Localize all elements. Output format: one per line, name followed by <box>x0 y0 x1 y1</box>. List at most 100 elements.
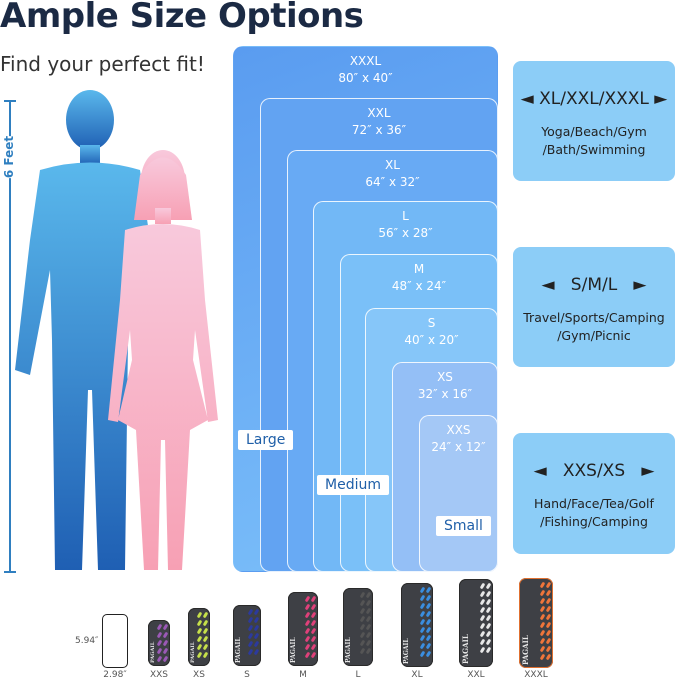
pack-size-label: L <box>355 670 361 680</box>
pack-size-label: XS <box>193 670 205 680</box>
brand-logo-text: PAGAIL <box>403 638 410 664</box>
vent-slot <box>304 643 311 651</box>
vent-slot <box>310 627 317 635</box>
vent-slot <box>425 610 432 618</box>
arrow-right-icon: ► <box>648 89 668 109</box>
vent-slot <box>545 621 552 629</box>
ruler-bottom-tick <box>4 571 16 573</box>
vent-slot <box>253 648 260 656</box>
vent-slot <box>419 634 426 642</box>
vent-slot <box>419 586 426 594</box>
size-name: XL <box>385 158 400 172</box>
phone-reference <box>102 614 128 668</box>
vent-slot <box>419 594 426 602</box>
vent-slot <box>485 630 492 638</box>
vent-slot <box>479 614 486 622</box>
vent-slot <box>485 622 492 630</box>
vent-slot <box>545 613 552 621</box>
size-dims: 40″ x 20″ <box>404 333 459 347</box>
size-dims: 80″ x 40″ <box>338 71 393 85</box>
vent-slot <box>365 623 372 631</box>
vent-slot <box>156 639 163 647</box>
subtitle: Find your perfect fit! <box>0 52 205 76</box>
vent-slot <box>545 589 552 597</box>
vent-slot <box>485 590 492 598</box>
tag-large: Large <box>238 430 294 450</box>
vent-slot <box>253 624 260 632</box>
group-box-medium: ◄ S/M/L ► Travel/Sports/Camping /Gym/Picn… <box>513 247 675 367</box>
tag-small: Small <box>436 516 491 536</box>
vent-slot <box>365 607 372 615</box>
group-label: S/M/L <box>570 275 618 295</box>
vent-slot <box>310 603 317 611</box>
vent-slot <box>196 651 203 659</box>
size-dims: 72″ x 36″ <box>351 123 407 137</box>
vent-slot <box>310 595 317 603</box>
vent-slot <box>247 632 254 640</box>
vent-slot <box>539 645 546 653</box>
vent-slot <box>539 653 546 661</box>
group-box-small: ◄ XXS/XS ► Hand/Face/Tea/Golf /Fishing/Ca… <box>513 433 675 554</box>
vent-slot <box>304 619 311 627</box>
vent-slot <box>539 589 546 597</box>
vent-slot <box>545 653 552 661</box>
group-label: XL/XXL/XXXL <box>539 89 649 109</box>
vent-slot <box>304 603 311 611</box>
vent-slot <box>359 591 366 599</box>
brand-logo-text: PAGAIL <box>345 637 352 663</box>
size-dims: 24″ x 12″ <box>431 440 486 454</box>
vent-slot <box>202 651 209 659</box>
vent-slot <box>156 623 163 631</box>
group-box-large: ◄ XL/XXL/XXXL ► Yoga/Beach/Gym /Bath/Swim… <box>513 61 675 181</box>
group-label: XXS/XS <box>562 461 626 481</box>
towel-pack-m: PAGAIL <box>288 592 318 666</box>
vent-slot <box>419 650 426 658</box>
vent-slot <box>196 635 203 643</box>
vent-slot <box>419 642 426 650</box>
vent-slot <box>539 605 546 613</box>
towel-pack-l: PAGAIL <box>343 588 373 666</box>
vent-slot <box>162 655 169 663</box>
arrow-right-icon: ► <box>617 275 647 295</box>
size-name: XS <box>437 370 453 384</box>
vent-slot <box>253 640 260 648</box>
vent-slot <box>479 590 486 598</box>
group-uses: Hand/Face/Tea/Golf /Fishing/Camping <box>534 496 654 529</box>
vent-slot <box>310 635 317 643</box>
vent-slot <box>545 581 552 589</box>
vent-slot <box>419 602 426 610</box>
group-uses: Yoga/Beach/Gym /Bath/Swimming <box>541 124 647 157</box>
pack-size-label: XL <box>411 670 423 680</box>
vent-slot <box>365 647 372 655</box>
size-name: M <box>413 262 425 276</box>
phone-width-label: 2.98″ <box>103 670 127 680</box>
vent-slot <box>539 581 546 589</box>
brand-logo-text: PAGAIL <box>461 634 470 664</box>
size-box-xxs: XXS 24″ x 12″ <box>419 415 498 572</box>
vent-slot <box>253 616 260 624</box>
vent-slot <box>202 643 209 651</box>
vent-slot <box>202 635 209 643</box>
ruler-top-tick <box>4 100 16 102</box>
vent-slot <box>202 627 209 635</box>
vent-slot <box>359 607 366 615</box>
size-name: L <box>402 209 409 223</box>
towel-pack-s: PAGAIL <box>233 605 261 666</box>
tag-medium: Medium <box>317 475 389 495</box>
size-dims: 48″ x 24″ <box>391 279 447 293</box>
vent-slot <box>479 606 486 614</box>
page-title: Ample Size Options <box>0 0 364 36</box>
size-name: XXXL <box>349 54 382 68</box>
vent-slot <box>359 631 366 639</box>
vent-slot <box>162 647 169 655</box>
vent-slot <box>156 655 163 663</box>
vent-slot <box>545 637 552 645</box>
vent-slot <box>196 643 203 651</box>
vent-slot <box>304 627 311 635</box>
vent-slot <box>425 650 432 658</box>
woman-silhouette <box>108 150 218 570</box>
vent-slot <box>539 637 546 645</box>
vent-slot <box>196 627 203 635</box>
vent-slot <box>162 639 169 647</box>
vent-slot <box>485 614 492 622</box>
